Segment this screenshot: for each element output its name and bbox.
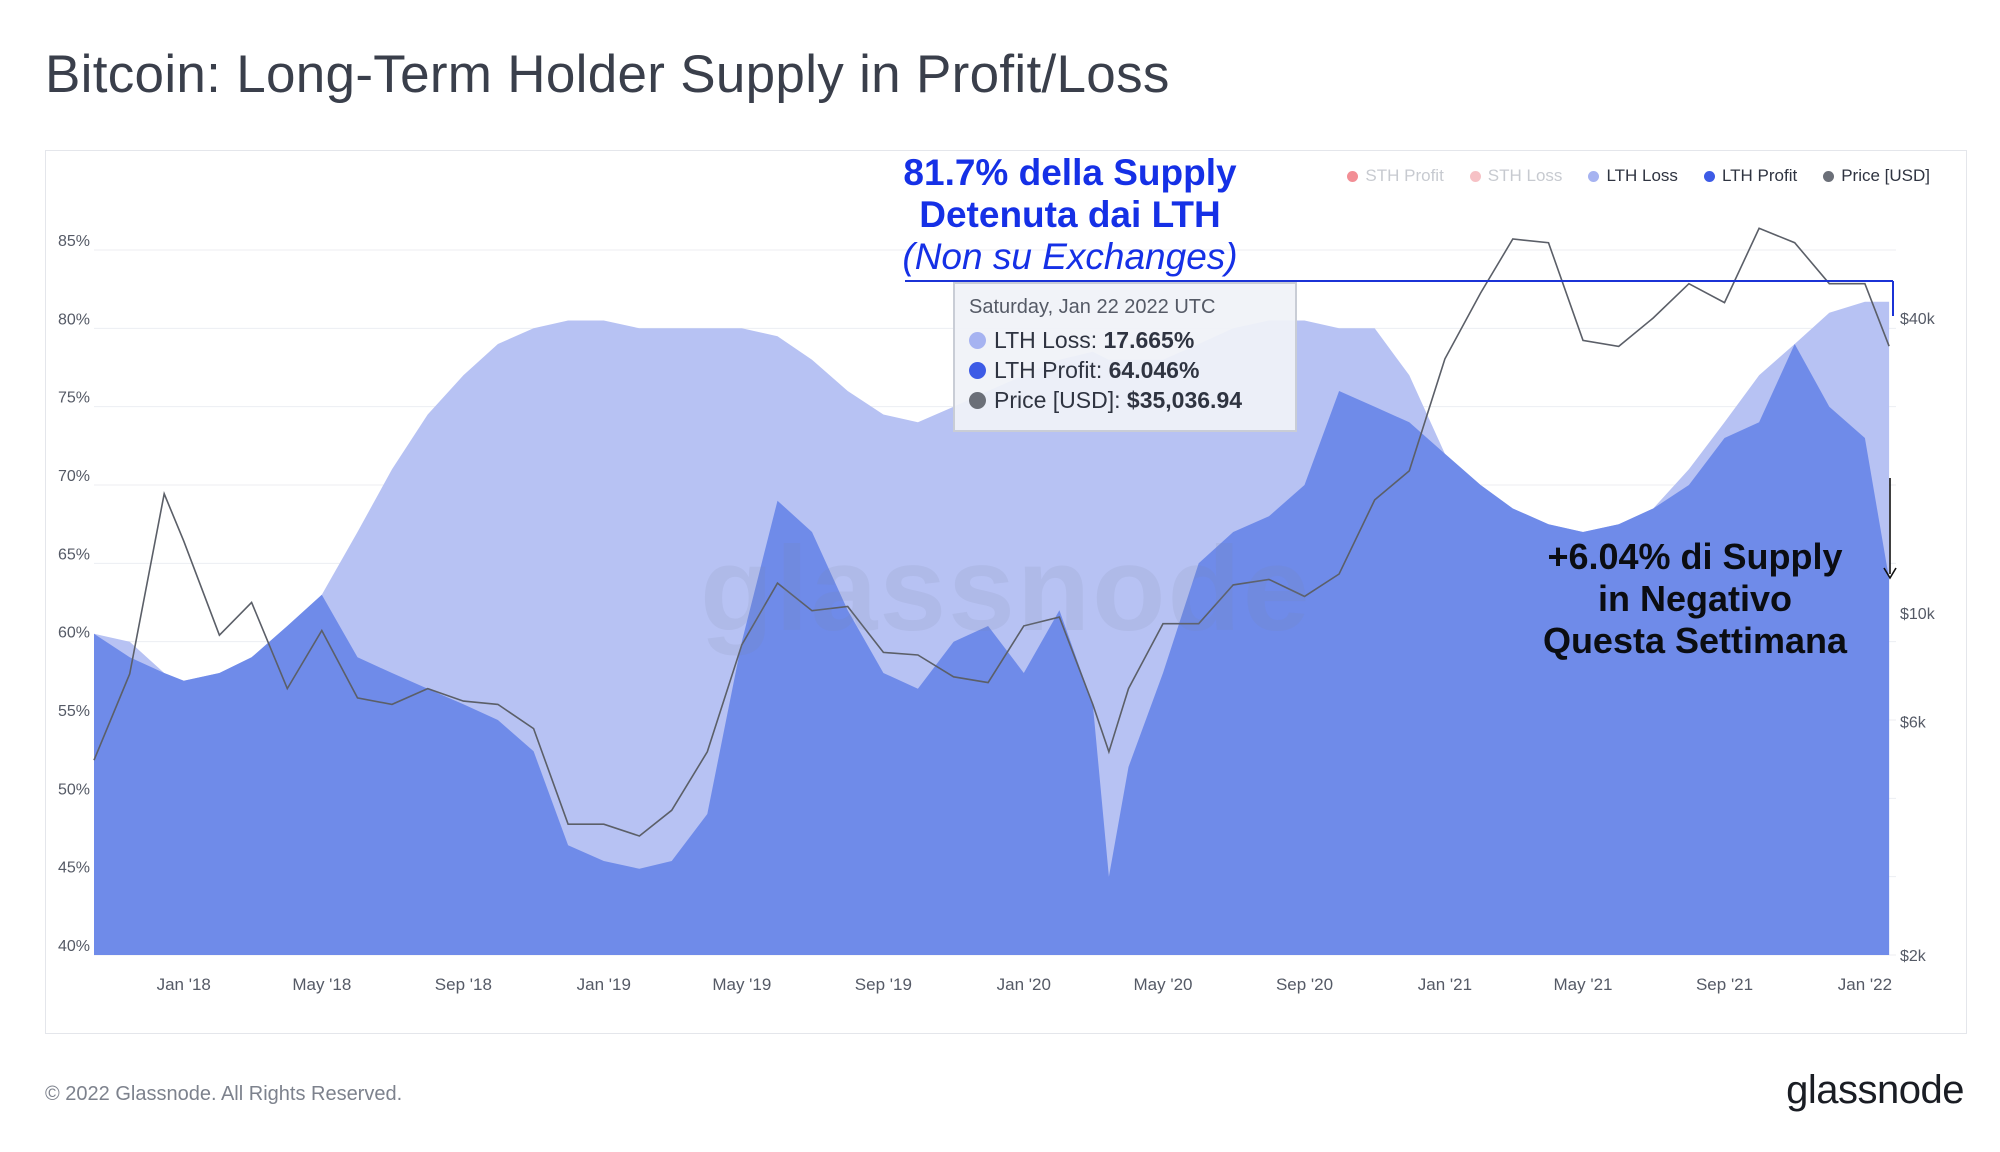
y-right-tick-label: $6k	[1900, 714, 1927, 731]
y-tick-label: 50%	[58, 781, 90, 798]
tooltip-value: $35,036.94	[1126, 387, 1243, 413]
y-tick-label: 85%	[58, 233, 90, 250]
y-tick-label: 65%	[58, 546, 90, 563]
legend-dot	[1469, 170, 1481, 182]
legend-item-sth-loss[interactable]: STH Loss	[1469, 166, 1563, 186]
tooltip-dot-lth-loss	[969, 331, 986, 349]
x-tick-label: Jan '20	[997, 975, 1051, 994]
y-tick-label: 80%	[58, 311, 90, 328]
x-tick-label: Sep '21	[1696, 975, 1753, 994]
legend-label: Price [USD]	[1841, 166, 1930, 185]
annotation-supply-negative: +6.04% di Supply in Negativo Questa Sett…	[1520, 536, 1870, 662]
tooltip-row-price: Price [USD]: $35,036.94	[969, 385, 1281, 415]
x-tick-label: Jan '18	[157, 975, 211, 994]
y-tick-label: 75%	[58, 390, 90, 407]
tooltip-dot-price	[969, 391, 986, 409]
y-tick-label: 60%	[58, 625, 90, 642]
tooltip-row-lth-loss: LTH Loss: 17.665%	[969, 325, 1281, 355]
annotation-top-line3: (Non su Exchanges)	[902, 236, 1238, 277]
annotation-lines	[905, 280, 1897, 580]
legend-label: STH Loss	[1487, 166, 1563, 185]
y-tick-label: 45%	[58, 860, 90, 877]
legend-item-price-usd[interactable]: Price [USD]	[1823, 166, 1930, 186]
legend-item-lth-profit[interactable]: LTH Profit	[1703, 166, 1798, 186]
x-tick-label: May '18	[292, 975, 351, 994]
tooltip-label: LTH Loss:	[994, 327, 1104, 353]
annotation-bottom-line2: in Negativo	[1597, 578, 1793, 619]
tooltip-date: Saturday, Jan 22 2022 UTC	[969, 296, 1216, 318]
tooltip-label: Price [USD]:	[994, 387, 1127, 413]
tooltip-label: LTH Profit:	[994, 357, 1109, 383]
x-tick-label: Jan '21	[1418, 975, 1472, 994]
y-tick-label: 55%	[58, 703, 90, 720]
y-axis-left: 85% 80% 75% 70% 65% 60% 55% 50% 45% 40%	[58, 233, 90, 955]
annotation-arrow-head	[1883, 567, 1897, 580]
legend-dot	[1823, 170, 1835, 182]
chart-frame	[45, 150, 1967, 1034]
legend-label: LTH Profit	[1721, 166, 1798, 185]
x-tick-label: Sep '19	[855, 975, 912, 994]
y-right-tick-label: $2k	[1900, 948, 1927, 965]
y-right-tick-label: $10k	[1900, 606, 1936, 623]
legend: STH Profit STH Loss LTH Loss LTH Profit Pric…	[1347, 166, 1930, 186]
y-axis-right: $40k $10k $6k $2k	[1900, 311, 1936, 965]
x-axis: Jan '18 May '18 Sep '18 Jan '19 May '19 Sep '…	[157, 975, 1892, 994]
y-right-tick-label: $40k	[1900, 311, 1936, 328]
x-tick-label: Jan '22	[1838, 975, 1892, 994]
legend-label: LTH Loss	[1606, 166, 1678, 185]
annotation-bottom-line3: Questa Settimana	[1542, 620, 1848, 661]
price-layer	[93, 227, 1890, 837]
tooltip-dot-lth-profit	[969, 361, 986, 379]
legend-dot	[1588, 170, 1600, 182]
annotation-top-line2: Detenuta dai LTH	[919, 194, 1221, 235]
y-tick-label: 40%	[58, 938, 90, 955]
legend-label: STH Profit	[1365, 166, 1444, 185]
tooltip-row-lth-profit: LTH Profit: 64.046%	[969, 355, 1281, 385]
x-tick-label: May '19	[712, 975, 771, 994]
legend-dot	[1347, 170, 1359, 182]
lth-profit-area	[94, 344, 1890, 955]
annotation-lth-supply: 81.7% della Supply Detenuta dai LTH (Non…	[900, 152, 1240, 278]
legend-item-lth-loss[interactable]: LTH Loss	[1588, 166, 1678, 186]
annotation-top-line1: 81.7% della Supply	[903, 152, 1237, 193]
x-tick-label: Sep '20	[1276, 975, 1333, 994]
annotation-bottom-line1: +6.04% di Supply	[1547, 536, 1843, 577]
page-title: Bitcoin: Long-Term Holder Supply in Prof…	[45, 45, 1170, 104]
tooltip-value: 17.665%	[1103, 327, 1195, 353]
price-line	[93, 227, 1890, 837]
x-tick-label: May '21	[1554, 975, 1613, 994]
x-tick-label: May '20	[1134, 975, 1193, 994]
y-tick-label: 70%	[58, 468, 90, 485]
x-tick-label: Jan '19	[577, 975, 631, 994]
areas	[94, 301, 1890, 955]
tooltip: Saturday, Jan 22 2022 UTC LTH Loss: 17.6…	[953, 282, 1297, 432]
legend-item-sth-profit[interactable]: STH Profit	[1347, 166, 1444, 186]
watermark: glassnode	[700, 522, 1312, 656]
tooltip-value: 64.046%	[1108, 357, 1200, 383]
legend-dot	[1703, 170, 1715, 182]
footer-copyright: © 2022 Glassnode. All Rights Reserved.	[45, 1083, 403, 1105]
glassnode-logo[interactable]: glassnode	[1786, 1068, 1964, 1112]
x-tick-label: Sep '18	[435, 975, 492, 994]
